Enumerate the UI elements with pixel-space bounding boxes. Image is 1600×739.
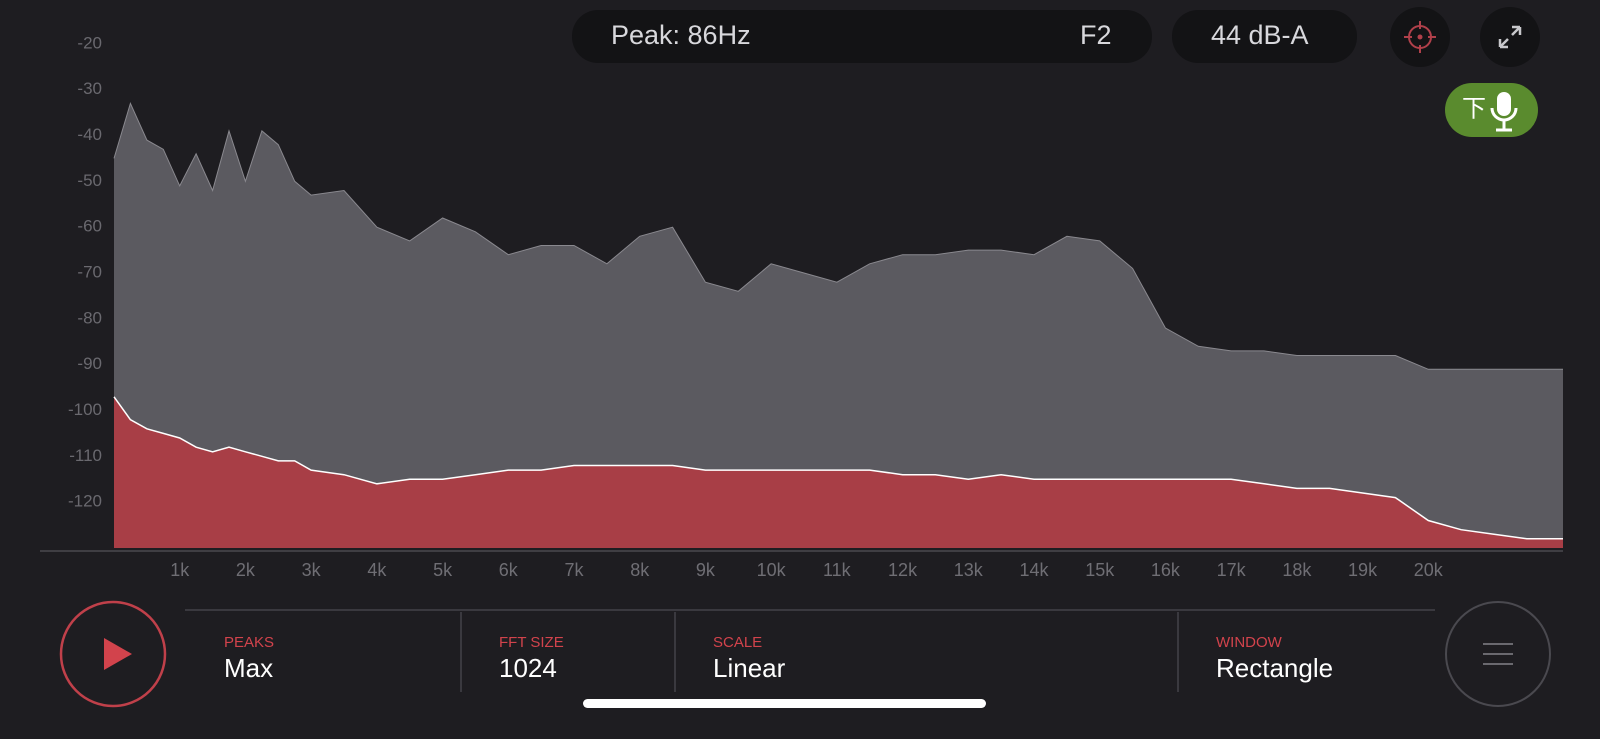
y-tick-label: -30	[77, 79, 102, 98]
x-tick-label: 7k	[564, 560, 584, 580]
x-tick-label: 4k	[367, 560, 387, 580]
control-label: WINDOW	[1216, 634, 1283, 651]
control-label: FFT SIZE	[499, 634, 564, 651]
x-tick-label: 6k	[499, 560, 519, 580]
x-tick-label: 20k	[1414, 560, 1444, 580]
x-tick-label: 13k	[954, 560, 984, 580]
x-tick-label: 8k	[630, 560, 650, 580]
menu-button[interactable]	[1445, 601, 1551, 707]
x-tick-label: 11k	[823, 560, 852, 580]
y-tick-label: -60	[77, 217, 102, 236]
y-tick-label: -100	[68, 400, 102, 419]
peaks-control[interactable]: PEAKS Max	[224, 634, 274, 683]
x-tick-label: 12k	[888, 560, 918, 580]
level-pill	[1172, 10, 1357, 63]
home-indicator	[583, 699, 986, 708]
control-value: Max	[224, 653, 273, 683]
spectrum-area	[114, 396, 1563, 548]
y-tick-label: -120	[68, 492, 102, 511]
fft-size-control[interactable]: FFT SIZE 1024	[499, 634, 564, 683]
x-tick-label: 5k	[433, 560, 453, 580]
control-value: Rectangle	[1216, 653, 1333, 683]
y-tick-label: -80	[77, 308, 102, 327]
x-tick-label: 18k	[1282, 560, 1312, 580]
control-label: SCALE	[713, 634, 762, 651]
y-tick-label: -50	[77, 171, 102, 190]
spectrum-line	[113, 101, 1563, 370]
scale-control[interactable]: SCALE Linear	[713, 634, 786, 683]
x-tick-label: 16k	[1151, 560, 1181, 580]
y-tick-label: -90	[77, 354, 102, 373]
x-tick-label: 1k	[170, 560, 190, 580]
control-value: 1024	[499, 653, 557, 683]
y-tick-label: -110	[69, 446, 102, 465]
spectrum-area	[114, 103, 1563, 549]
x-tick-label: 10k	[757, 560, 787, 580]
x-tick-label: 14k	[1019, 560, 1049, 580]
peak-pill	[572, 10, 1152, 63]
sound-level: 44 dB-A	[1211, 20, 1309, 50]
play-button[interactable]	[59, 600, 167, 708]
x-tick-label: 15k	[1085, 560, 1115, 580]
spectrum-line	[113, 396, 1563, 540]
expand-button[interactable]	[1480, 7, 1540, 67]
peak-frequency: Peak: 86Hz	[611, 20, 751, 50]
window-control[interactable]: WINDOW Rectangle	[1216, 634, 1333, 683]
x-tick-label: 9k	[696, 560, 716, 580]
control-label: PEAKS	[224, 634, 274, 651]
control-value: Linear	[713, 653, 786, 683]
spectrum-plot	[113, 101, 1563, 549]
x-tick-label: 2k	[236, 560, 256, 580]
mic-button[interactable]: 下	[1445, 83, 1538, 137]
x-tick-label: 17k	[1217, 560, 1247, 580]
x-tick-label: 19k	[1348, 560, 1378, 580]
y-tick-label: -40	[77, 125, 102, 144]
y-tick-label: -20	[77, 33, 102, 52]
target-button[interactable]	[1390, 7, 1450, 67]
mic-label: 下	[1462, 95, 1486, 122]
y-tick-label: -70	[77, 262, 102, 281]
x-tick-label: 3k	[302, 560, 322, 580]
peak-note: F2	[1080, 20, 1112, 50]
